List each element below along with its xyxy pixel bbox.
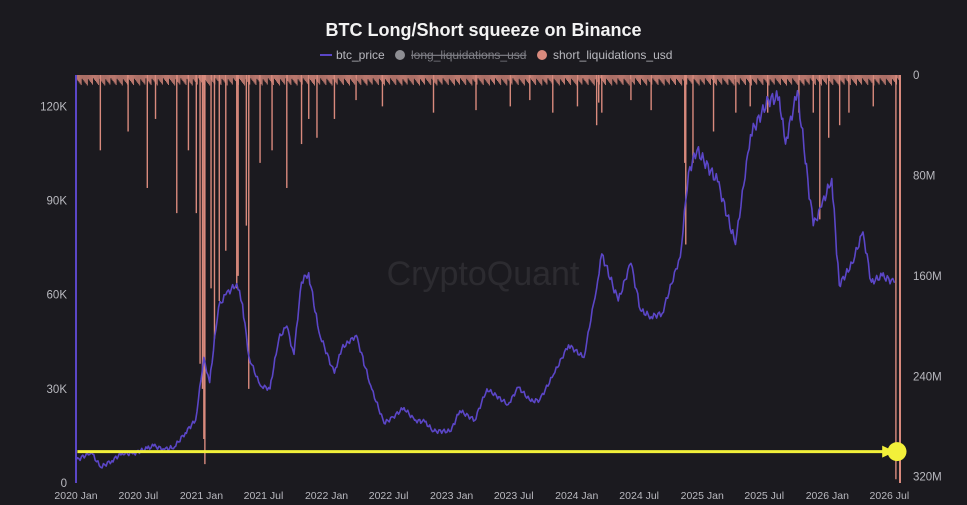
- btc-price-line: [75, 89, 895, 469]
- right-axis-ticks: 0 80M 160M 240M 320M: [913, 70, 942, 484]
- x-tick-label: 2025 Jul: [744, 490, 784, 502]
- right-tick-label: 80M: [913, 170, 935, 182]
- x-axis-ticks: 2020 Jan 2020 Jul 2021 Jan 2021 Jul 2022 Jan…: [54, 490, 909, 502]
- x-tick-label: 2025 Jan: [681, 490, 724, 502]
- x-tick-label: 2021 Jan: [180, 490, 223, 502]
- x-tick-label: 2026 Jul: [870, 490, 910, 502]
- left-tick-label: 60K: [47, 290, 68, 302]
- watermark: CryptoQuant: [387, 255, 580, 293]
- left-tick-label: 0: [61, 478, 67, 490]
- x-tick-label: 2021 Jul: [244, 490, 284, 502]
- legend-dot-icon: [537, 50, 547, 60]
- legend-item-long_liquidations_usd[interactable]: long_liquidations_usd: [395, 48, 526, 62]
- left-tick-label: 90K: [47, 196, 68, 208]
- legend-label: long_liquidations_usd: [411, 48, 526, 62]
- chart-title: BTC Long/Short squeeze on Binance: [325, 20, 641, 40]
- legend-item-btc_price[interactable]: btc_price: [320, 48, 385, 62]
- annotation-marker: [887, 442, 907, 462]
- x-tick-label: 2026 Jan: [806, 490, 849, 502]
- right-tick-label: 160M: [913, 271, 942, 283]
- left-tick-label: 120K: [40, 101, 67, 113]
- annotation-group: [77, 442, 907, 462]
- x-tick-label: 2024 Jul: [619, 490, 659, 502]
- right-tick-label: 320M: [913, 472, 942, 484]
- legend: btc_price long_liquidations_usd short_liqu…: [320, 48, 672, 62]
- x-tick-label: 2023 Jan: [430, 490, 473, 502]
- x-tick-label: 2020 Jul: [119, 490, 159, 502]
- x-tick-label: 2024 Jan: [555, 490, 598, 502]
- legend-label: short_liquidations_usd: [553, 48, 672, 62]
- legend-item-short_liquidations_usd[interactable]: short_liquidations_usd: [537, 48, 672, 62]
- right-tick-label: 0: [913, 70, 919, 82]
- x-tick-label: 2022 Jan: [305, 490, 348, 502]
- short-liquidations-bars: [75, 75, 901, 480]
- x-tick-label: 2022 Jul: [369, 490, 409, 502]
- right-tick-label: 240M: [913, 371, 942, 383]
- legend-label: btc_price: [336, 48, 385, 62]
- x-tick-label: 2023 Jul: [494, 490, 534, 502]
- x-tick-label: 2020 Jan: [54, 490, 97, 502]
- btc-price-series: [75, 89, 895, 469]
- legend-dot-icon: [395, 50, 405, 60]
- left-axis-ticks: 0 30K 60K 90K 120K: [40, 101, 67, 490]
- left-tick-label: 30K: [47, 384, 68, 396]
